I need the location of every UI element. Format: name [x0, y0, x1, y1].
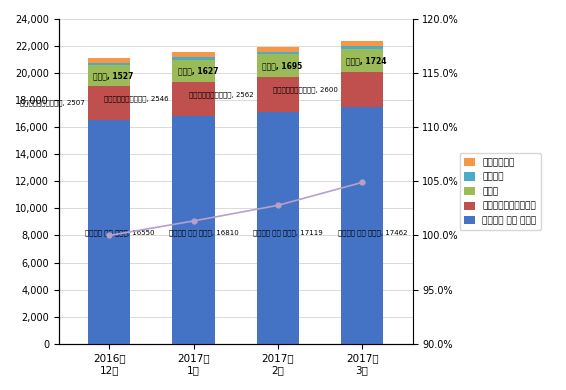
Text: タイムズ カー プラス, 17462: タイムズ カー プラス, 17462: [338, 229, 407, 236]
Text: タイムズ カー プラス, 16810: タイムズ カー プラス, 16810: [169, 229, 239, 236]
Bar: [341, 49, 383, 72]
Bar: [173, 57, 215, 60]
Text: オリックスカーシェア, 2600: オリックスカーシェア, 2600: [273, 87, 338, 93]
Bar: [257, 112, 299, 344]
Bar: [173, 82, 215, 116]
Bar: [341, 108, 383, 344]
Bar: [257, 46, 299, 51]
Bar: [341, 72, 383, 108]
Bar: [173, 116, 215, 344]
Text: タイムズ カー プラス, 17119: タイムズ カー プラス, 17119: [254, 229, 323, 236]
Bar: [88, 86, 130, 120]
Text: カレコ, 1724: カレコ, 1724: [346, 56, 387, 65]
Legend: アース・カー, カリテコ, カレコ, オリックスカーシェア, タイムズ カー プラス: アース・カー, カリテコ, カレコ, オリックスカーシェア, タイムズ カー プ…: [460, 153, 541, 230]
Text: オリックスカーシェア, 2507: オリックスカーシェア, 2507: [20, 99, 85, 106]
Text: カレコ, 1695: カレコ, 1695: [262, 62, 302, 71]
Bar: [88, 120, 130, 344]
Bar: [341, 46, 383, 49]
Bar: [88, 58, 130, 62]
Text: カレコ, 1527: カレコ, 1527: [93, 71, 134, 80]
Text: タイムズ カー プラス, 16550: タイムズ カー プラス, 16550: [85, 229, 155, 236]
Bar: [88, 65, 130, 86]
Bar: [257, 78, 299, 112]
Bar: [341, 41, 383, 46]
Bar: [257, 51, 299, 55]
Bar: [88, 62, 130, 65]
Bar: [173, 52, 215, 57]
Text: オリックスカーシェア, 2562: オリックスカーシェア, 2562: [188, 91, 254, 98]
Text: オリックスカーシェア, 2546: オリックスカーシェア, 2546: [105, 96, 169, 102]
Bar: [173, 60, 215, 82]
Bar: [257, 55, 299, 78]
Text: カレコ, 1627: カレコ, 1627: [178, 66, 218, 75]
